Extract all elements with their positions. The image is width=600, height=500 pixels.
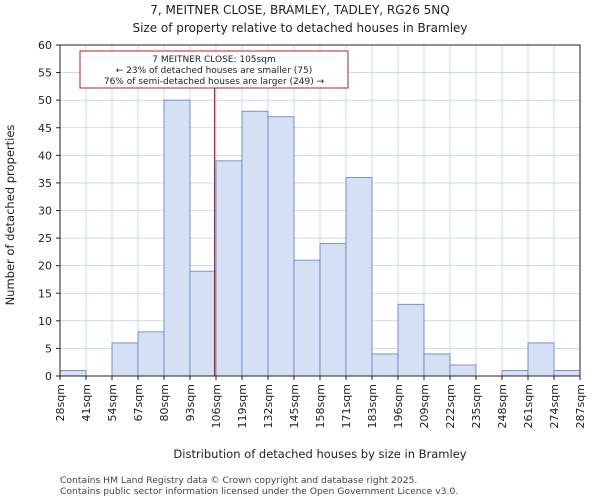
y-tick-label: 55 xyxy=(38,67,52,80)
x-tick-label: 274sqm xyxy=(548,384,561,428)
y-tick-label: 45 xyxy=(38,122,52,135)
x-tick-label: 132sqm xyxy=(262,384,275,428)
x-tick-label: 171sqm xyxy=(340,384,353,428)
bar xyxy=(189,270,217,377)
bar xyxy=(371,353,399,377)
annotation-line3: 76% of semi-detached houses are larger (… xyxy=(104,77,325,87)
annotation-box xyxy=(79,50,349,89)
y-tick-label: 10 xyxy=(38,315,52,328)
x-tick-label: 80sqm xyxy=(158,384,171,421)
bar xyxy=(111,342,139,377)
bar xyxy=(345,176,373,377)
x-tick-label: 67sqm xyxy=(132,384,145,421)
y-tick-label: 60 xyxy=(38,39,52,52)
x-tick-label: 248sqm xyxy=(496,384,509,428)
y-tick-label: 35 xyxy=(38,177,52,190)
bar xyxy=(215,160,243,377)
bar xyxy=(267,116,295,377)
y-tick-label: 5 xyxy=(45,342,52,355)
x-axis-label: Distribution of detached houses by size … xyxy=(173,447,466,461)
y-tick-label: 25 xyxy=(38,232,52,245)
chart-title-line1: 7, MEITNER CLOSE, BRAMLEY, TADLEY, RG26 … xyxy=(150,3,449,17)
x-tick-label: 287sqm xyxy=(574,384,587,428)
y-tick-label: 0 xyxy=(45,370,52,383)
bar xyxy=(397,303,425,377)
x-tick-label: 93sqm xyxy=(184,384,197,421)
bar xyxy=(449,364,477,377)
bar xyxy=(241,110,269,377)
x-tick-label: 183sqm xyxy=(366,384,379,428)
footer-line1: Contains HM Land Registry data © Crown c… xyxy=(60,475,417,486)
bar xyxy=(423,353,451,377)
bar xyxy=(553,370,581,377)
bar xyxy=(527,342,555,377)
x-tick-label: 209sqm xyxy=(418,384,431,428)
y-tick-label: 40 xyxy=(38,149,52,162)
x-tick-label: 28sqm xyxy=(54,384,67,421)
y-tick-label: 15 xyxy=(38,287,52,300)
x-tick-label: 158sqm xyxy=(314,384,327,428)
x-tick-label: 222sqm xyxy=(444,384,457,428)
y-tick-label: 20 xyxy=(38,260,52,273)
footer-line2: Contains public sector information licen… xyxy=(60,486,458,497)
bar xyxy=(59,370,87,377)
x-tick-label: 54sqm xyxy=(106,384,119,421)
y-tick-label: 50 xyxy=(38,94,52,107)
y-tick-label: 30 xyxy=(38,205,52,218)
plot-frame xyxy=(59,44,581,377)
bar xyxy=(319,243,347,377)
bar xyxy=(137,331,165,377)
x-axis-ticks: 28sqm 41sqm 54sqm 67sqm 80sqm 93sqm 106sqm 119s… xyxy=(54,376,587,428)
y-axis-ticks: 0 5 10 15 20 25 30 35 40 45 50 55 60 xyxy=(38,39,60,383)
annotation-line2: ← 23% of detached houses are smaller (75… xyxy=(116,66,313,76)
bars xyxy=(59,99,581,377)
bar xyxy=(163,99,191,377)
x-tick-label: 119sqm xyxy=(236,384,249,428)
y-axis-label: Number of detached properties xyxy=(3,125,17,306)
annotation-line1: 7 MEITNER CLOSE: 105sqm xyxy=(152,55,275,65)
x-tick-label: 235sqm xyxy=(470,384,483,428)
x-tick-label: 196sqm xyxy=(392,384,405,428)
bar xyxy=(293,259,321,377)
x-tick-label: 145sqm xyxy=(288,384,301,428)
bar xyxy=(501,370,529,377)
x-tick-label: 41sqm xyxy=(80,384,93,421)
x-tick-label: 106sqm xyxy=(210,384,223,428)
chart-title-line2: Size of property relative to detached ho… xyxy=(132,21,467,35)
x-tick-label: 261sqm xyxy=(522,384,535,428)
